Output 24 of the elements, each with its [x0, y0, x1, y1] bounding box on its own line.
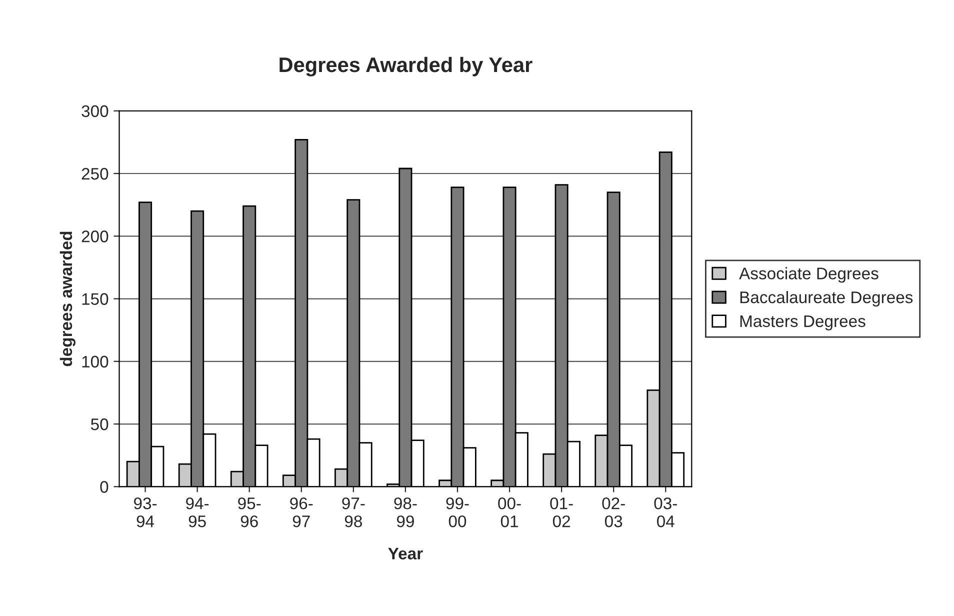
x-tick-label: 99- 00: [446, 497, 469, 528]
legend-label: Masters Degrees: [740, 315, 866, 330]
x-tick-label: 03- 04: [654, 497, 677, 528]
legend-label: Baccalaureate Degrees: [740, 290, 913, 307]
chart-title: Degrees Awarded by Year: [280, 56, 532, 76]
y-tick-label: 300: [82, 105, 108, 118]
y-tick-label: 100: [82, 356, 108, 368]
x-axis-title: Year: [388, 548, 423, 560]
y-tick-label: 150: [82, 293, 108, 305]
x-tick-label: 02- 03: [602, 497, 625, 528]
y-tick-label: 0: [100, 481, 108, 493]
y-tick-label: 50: [90, 418, 108, 430]
y-tick-label: 200: [82, 230, 108, 242]
y-axis-title: degrees awarded: [60, 232, 76, 366]
x-tick-label: 97- 98: [342, 497, 365, 528]
x-tick-label: 00- 01: [498, 497, 521, 528]
x-tick-label: 93- 94: [134, 497, 157, 528]
x-tick-label: 01- 02: [550, 497, 573, 528]
x-tick-label: 98- 99: [394, 497, 417, 528]
x-tick-label: 96- 97: [290, 497, 313, 528]
x-tick-label: 94- 95: [186, 497, 209, 528]
x-tick-label: 95- 96: [238, 497, 261, 528]
y-tick-label: 250: [82, 168, 108, 180]
legend-label: Associate Degrees: [739, 267, 878, 283]
